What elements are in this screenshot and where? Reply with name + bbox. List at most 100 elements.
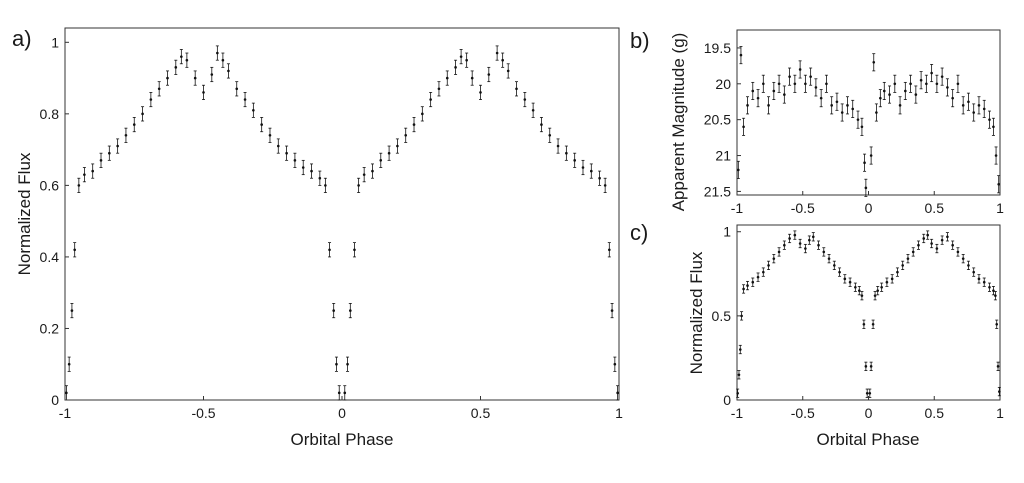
data-point	[260, 117, 264, 133]
data-marker	[610, 309, 614, 312]
data-point	[459, 49, 463, 65]
data-point	[966, 92, 970, 111]
data-marker	[736, 391, 739, 395]
data-marker	[811, 235, 815, 239]
data-point	[99, 152, 103, 168]
data-marker	[869, 365, 873, 368]
data-point	[352, 242, 356, 258]
data-points-a	[64, 45, 620, 401]
data-marker	[777, 250, 781, 254]
y-tick-label-b: 20	[715, 76, 731, 92]
data-point	[738, 344, 742, 355]
data-point	[603, 177, 607, 193]
data-point	[777, 74, 781, 93]
data-marker	[495, 51, 499, 55]
data-point	[756, 272, 760, 282]
data-marker	[742, 287, 745, 291]
data-point	[268, 127, 272, 143]
data-point	[924, 74, 928, 93]
data-point	[343, 385, 347, 401]
data-point	[465, 52, 469, 68]
data-marker	[988, 285, 991, 289]
data-marker	[598, 176, 601, 180]
data-marker	[445, 76, 449, 80]
data-marker	[940, 75, 944, 78]
data-marker	[833, 264, 836, 267]
data-point	[956, 74, 960, 93]
data-point	[77, 177, 81, 193]
data-point	[906, 254, 910, 264]
data-point	[895, 267, 899, 277]
data-point	[334, 356, 338, 372]
data-marker	[276, 144, 280, 148]
data-point	[956, 247, 960, 257]
data-point	[506, 63, 510, 79]
data-point	[82, 167, 86, 183]
data-marker	[869, 154, 873, 157]
data-point	[70, 303, 74, 319]
y-tick-label-a: 0.2	[40, 320, 60, 336]
data-marker	[772, 257, 776, 260]
data-point	[479, 84, 482, 100]
data-marker	[613, 362, 617, 366]
data-point	[961, 96, 965, 115]
data-marker	[922, 237, 926, 240]
data-marker	[108, 151, 111, 155]
data-point	[822, 247, 826, 257]
data-marker	[946, 86, 949, 89]
data-marker	[337, 391, 341, 395]
data-marker	[783, 93, 786, 96]
data-point	[149, 91, 153, 108]
data-marker	[737, 168, 740, 172]
data-marker	[396, 144, 399, 148]
data-point	[914, 85, 918, 104]
data-point	[987, 282, 991, 292]
data-point	[132, 117, 136, 133]
data-marker	[349, 309, 352, 312]
data-point	[882, 81, 886, 100]
data-marker	[590, 169, 593, 173]
data-marker	[740, 314, 743, 318]
y-tick-label-b: 19.5	[704, 40, 731, 56]
data-marker	[67, 362, 71, 366]
data-marker	[124, 134, 128, 137]
data-point	[987, 110, 991, 129]
data-marker	[454, 66, 457, 69]
data-point	[930, 64, 934, 83]
data-point	[157, 81, 161, 97]
data-point	[919, 71, 923, 90]
data-marker	[581, 166, 585, 169]
data-marker	[565, 151, 568, 155]
x-tick-label-a: 0	[338, 405, 346, 421]
data-marker	[756, 275, 760, 279]
data-point	[817, 240, 821, 250]
data-point	[872, 53, 876, 72]
data-marker	[972, 270, 975, 274]
data-marker	[996, 365, 1000, 368]
data-point	[515, 81, 519, 97]
data-marker	[335, 362, 338, 366]
x-tick-label-c: 0	[865, 405, 873, 421]
data-marker	[421, 112, 424, 116]
data-marker	[202, 91, 205, 94]
data-point	[853, 282, 857, 292]
data-marker	[864, 186, 868, 190]
data-marker	[793, 233, 797, 237]
data-marker	[540, 123, 543, 126]
panel-a: a) -1 -0.5 0 0.5 1 0 0.2 0.4 0.6 0.8 1 Orbital Ph…	[12, 26, 623, 449]
x-tick-label-b: -1	[731, 200, 744, 216]
data-point	[777, 247, 781, 257]
data-marker	[328, 248, 331, 252]
data-marker	[871, 322, 875, 326]
data-point	[809, 67, 813, 86]
data-point	[935, 243, 939, 254]
data-marker	[362, 173, 366, 176]
data-marker	[809, 75, 812, 78]
data-point	[404, 127, 408, 143]
data-marker	[772, 89, 776, 93]
data-marker	[506, 69, 510, 73]
data-marker	[73, 248, 76, 252]
data-marker	[885, 280, 889, 284]
y-ticks-b: 19.5 20 20.5 21 21.5	[704, 40, 741, 199]
